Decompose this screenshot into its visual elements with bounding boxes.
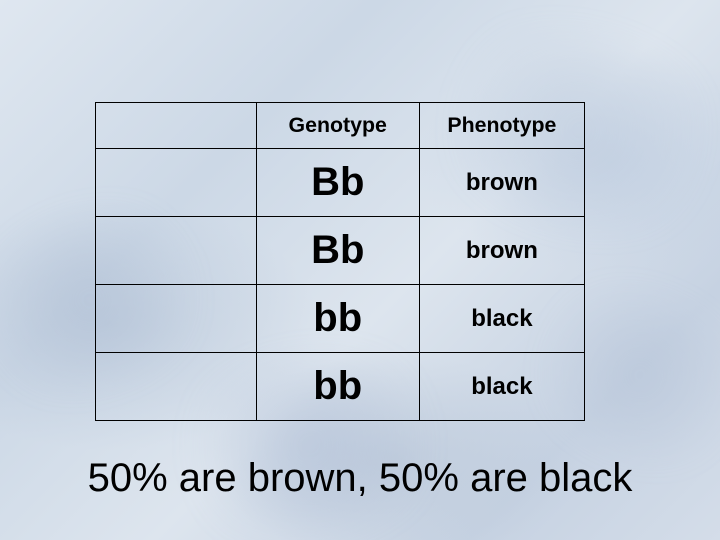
cell-blank [96, 149, 257, 217]
slide: Genotype Phenotype Bb brown Bb brown bb … [0, 0, 720, 540]
table-row: Bb brown [96, 217, 585, 285]
table-header-blank [96, 103, 257, 149]
cell-genotype: Bb [256, 149, 419, 217]
cell-phenotype: black [419, 285, 584, 353]
cell-genotype: bb [256, 285, 419, 353]
cell-genotype: bb [256, 353, 419, 421]
table-header-row: Genotype Phenotype [96, 103, 585, 149]
caption-text: 50% are brown, 50% are black [0, 456, 720, 501]
table-header-phenotype: Phenotype [419, 103, 584, 149]
genotype-table: Genotype Phenotype Bb brown Bb brown bb … [95, 102, 585, 421]
cell-blank [96, 217, 257, 285]
cell-phenotype: brown [419, 149, 584, 217]
table-header-genotype: Genotype [256, 103, 419, 149]
cell-blank [96, 353, 257, 421]
table-row: Bb brown [96, 149, 585, 217]
cell-phenotype: brown [419, 217, 584, 285]
cell-blank [96, 285, 257, 353]
table-row: bb black [96, 353, 585, 421]
cell-genotype: Bb [256, 217, 419, 285]
slide-content: Genotype Phenotype Bb brown Bb brown bb … [0, 0, 720, 540]
table-row: bb black [96, 285, 585, 353]
cell-phenotype: black [419, 353, 584, 421]
